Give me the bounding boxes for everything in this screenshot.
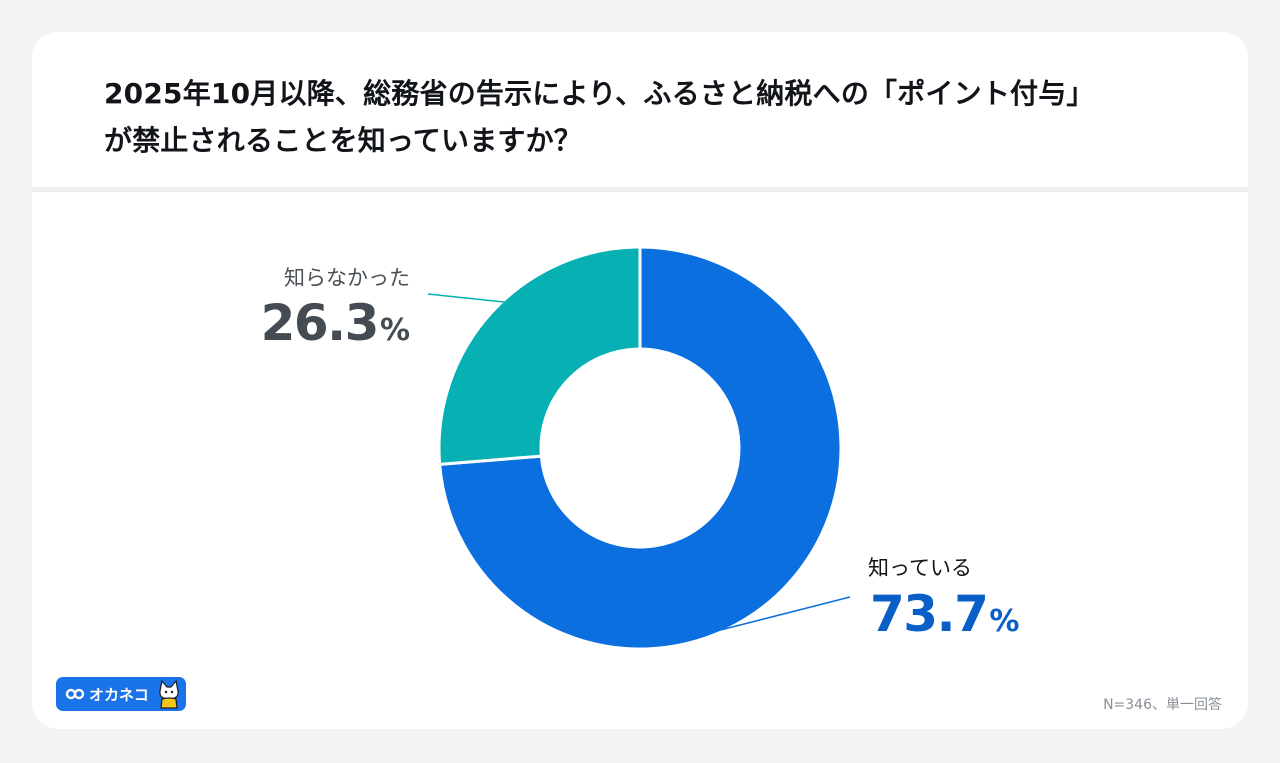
chart-title-line-2: が禁止されることを知っていますか？ bbox=[104, 124, 583, 157]
leader-line-unknown bbox=[427, 293, 508, 304]
donut-chart bbox=[427, 245, 851, 651]
donut-slice-unknown bbox=[437, 245, 642, 467]
donut-slice-known bbox=[438, 245, 843, 651]
brand-name: オカネコ bbox=[89, 685, 149, 704]
leader-line-known bbox=[705, 596, 851, 635]
slice-value-known-number: 73.7 bbox=[870, 585, 989, 643]
chart-title: 2025年10月以降、総務省の告示により、ふるさと納税への「ポイント付与」 が禁… bbox=[104, 70, 1194, 164]
brand-logo: オカネコ bbox=[56, 677, 186, 711]
slice-label-known: 知っている bbox=[868, 556, 972, 580]
slice-label-unknown: 知らなかった bbox=[284, 266, 410, 290]
slice-value-unknown-unit: % bbox=[379, 313, 410, 348]
chart-card: 2025年10月以降、総務省の告示により、ふるさと納税への「ポイント付与」 が禁… bbox=[32, 32, 1248, 729]
cat-mascot-icon bbox=[159, 679, 179, 709]
slice-value-known-unit: % bbox=[989, 604, 1020, 639]
slice-value-known: 73.7% bbox=[870, 585, 1019, 643]
okane-infinity-logo-icon bbox=[65, 688, 85, 700]
slice-value-unknown: 26.3% bbox=[261, 294, 410, 352]
header-divider bbox=[32, 187, 1248, 192]
slice-value-unknown-number: 26.3 bbox=[260, 294, 380, 352]
sample-note: N=346、単一回答 bbox=[1103, 697, 1222, 713]
chart-title-line-1: 2025年10月以降、総務省の告示により、ふるさと納税への「ポイント付与」 bbox=[104, 77, 1095, 110]
card-header: 2025年10月以降、総務省の告示により、ふるさと納税への「ポイント付与」 が禁… bbox=[32, 32, 1248, 187]
